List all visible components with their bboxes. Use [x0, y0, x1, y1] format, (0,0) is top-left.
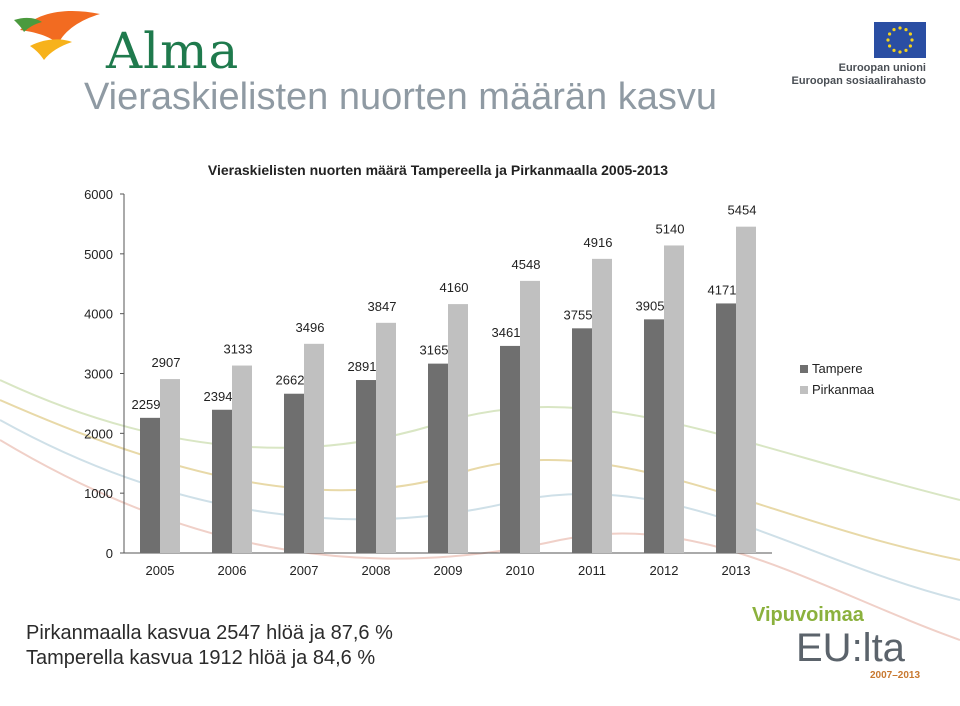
eu-star-icon — [904, 48, 908, 52]
eu-line2: Euroopan sosiaalirahasto — [791, 75, 926, 87]
bar-pirkanmaa — [664, 245, 684, 553]
x-tick-label: 2007 — [290, 563, 319, 578]
vipuvoimaa-logo: Vipuvoimaa EU:lta 2007–2013 — [752, 604, 942, 686]
bar-tampere — [428, 363, 448, 553]
bar-tampere — [500, 345, 520, 553]
bar-pirkanmaa — [376, 322, 396, 553]
legend-swatch — [800, 386, 808, 394]
y-tick-label: 3000 — [84, 367, 113, 382]
bar-tampere — [644, 319, 664, 553]
legend-swatch — [800, 365, 808, 373]
data-label: 5454 — [728, 203, 757, 218]
eu-star-icon — [888, 32, 892, 36]
y-tick-label: 5000 — [84, 247, 113, 262]
bird-icon — [14, 11, 100, 60]
eu-star-icon — [886, 38, 890, 42]
eu-logo: Euroopan unioni Euroopan sosiaalirahasto — [792, 22, 950, 92]
eu-star-icon — [898, 50, 902, 54]
eu-caption: Euroopan unioni Euroopan sosiaalirahasto — [792, 62, 926, 88]
footer-note-pirkanmaa: Pirkanmaalla kasvua 2547 hlöä ja 87,6 % — [26, 622, 393, 644]
bar-pirkanmaa — [520, 280, 540, 553]
bar-pirkanmaa — [304, 343, 324, 553]
bar-tampere — [356, 380, 376, 553]
data-label: 3496 — [296, 320, 325, 335]
y-tick-label: 1000 — [84, 486, 113, 501]
bar-pirkanmaa — [232, 365, 252, 553]
data-label: 3847 — [368, 299, 397, 314]
data-label: 2662 — [276, 373, 305, 388]
eu-star-icon — [892, 48, 896, 52]
x-tick-label: 2010 — [506, 563, 535, 578]
bar-pirkanmaa — [592, 258, 612, 553]
y-tick-label: 6000 — [84, 187, 113, 202]
data-label: 2394 — [204, 389, 233, 404]
y-tick-label: 4000 — [84, 307, 113, 322]
chart-title: Vieraskielisten nuorten määrä Tampereell… — [208, 162, 668, 178]
eu-star-icon — [908, 44, 912, 48]
eu-star-icon — [904, 28, 908, 32]
data-label: 3905 — [636, 298, 665, 313]
bar-tampere — [716, 303, 736, 553]
x-tick-label: 2013 — [722, 563, 751, 578]
bar-pirkanmaa — [448, 304, 468, 553]
footer-note-tampere: Tamperella kasvua 1912 hlöä ja 84,6 % — [26, 647, 376, 669]
x-tick-label: 2012 — [650, 563, 679, 578]
bar-tampere — [572, 328, 592, 553]
x-tick-label: 2008 — [362, 563, 391, 578]
data-label: 3165 — [420, 343, 449, 358]
eu-star-icon — [892, 28, 896, 32]
y-tick-label: 0 — [106, 546, 113, 561]
data-label: 2907 — [152, 355, 181, 370]
bar-pirkanmaa — [736, 226, 756, 553]
x-tick-label: 2005 — [146, 563, 175, 578]
vip-title: Vipuvoimaa — [752, 604, 864, 626]
x-tick-label: 2011 — [578, 563, 606, 578]
y-tick-label: 2000 — [84, 426, 113, 441]
legend-label: Tampere — [812, 361, 863, 376]
vip-period: 2007–2013 — [870, 670, 921, 681]
data-label: 2259 — [132, 397, 161, 412]
eu-stars-icon — [886, 26, 914, 54]
alma-logo: Alma — [10, 0, 250, 80]
x-tick-label: 2006 — [218, 563, 247, 578]
data-label: 5140 — [656, 221, 685, 236]
eu-star-icon — [888, 44, 892, 48]
data-label: 4171 — [708, 282, 737, 297]
eu-star-icon — [898, 26, 902, 30]
eu-flag-icon — [874, 22, 926, 58]
data-label: 3755 — [564, 307, 593, 322]
eu-star-icon — [910, 38, 914, 42]
vip-wordmark: EU:lta — [796, 626, 905, 670]
data-label: 3133 — [224, 342, 253, 357]
legend-label: Pirkanmaa — [812, 382, 875, 397]
page-title: Vieraskielisten nuorten määrän kasvu — [84, 76, 717, 118]
data-label: 4160 — [440, 280, 469, 295]
bar-tampere — [140, 417, 160, 553]
bar-tampere — [212, 409, 232, 553]
bar-tampere — [284, 393, 304, 553]
data-label: 2891 — [348, 359, 377, 374]
data-label: 3461 — [492, 325, 521, 340]
data-label: 4916 — [584, 235, 613, 250]
bar-pirkanmaa — [160, 379, 180, 553]
eu-star-icon — [908, 32, 912, 36]
alma-wordmark: Alma — [106, 22, 240, 80]
data-label: 4548 — [512, 257, 541, 272]
x-tick-label: 2009 — [434, 563, 463, 578]
eu-line1: Euroopan unioni — [838, 62, 926, 74]
